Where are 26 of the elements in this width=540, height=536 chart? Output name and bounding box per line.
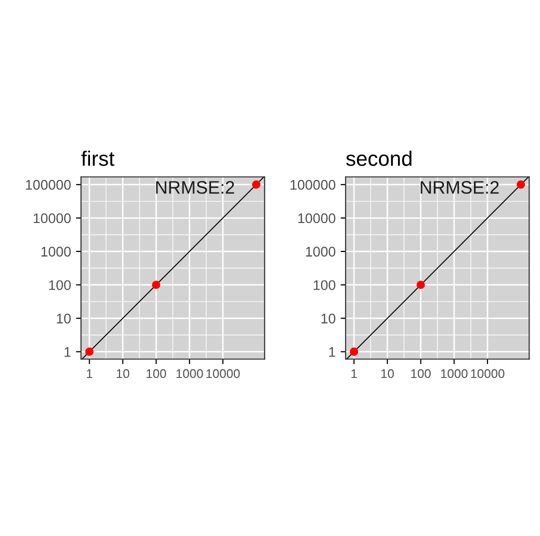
y-tick-label: 10000	[298, 213, 336, 224]
x-tick-label: 1000	[176, 369, 203, 378]
y-tick-label: 100000	[290, 180, 336, 190]
y-tick-label: 10	[321, 314, 336, 324]
y-tick-label: 10000	[34, 213, 71, 224]
x-tick-label: 1000	[441, 369, 468, 378]
x-tick-label: 10000	[471, 369, 504, 378]
x-tick-label: 1	[351, 369, 357, 378]
y-tick-label: 100	[314, 280, 336, 290]
y-tick-label: 1000	[306, 246, 336, 257]
y-tick-label: 1	[64, 347, 71, 357]
annotation: NRMSE:2	[156, 181, 234, 194]
x-tick-label: 10000	[206, 369, 240, 378]
annotation: NRMSE:2	[420, 181, 499, 194]
x-tick-label: 100	[411, 369, 431, 378]
x-tick-label: 10	[381, 369, 394, 378]
x-tick-label: 1	[86, 369, 92, 378]
y-tick-label: 100	[49, 280, 71, 290]
y-tick-label: 1000	[41, 246, 71, 257]
x-tick-label: 100	[146, 369, 166, 378]
y-tick-label: 1	[329, 347, 336, 357]
chart-title: second	[346, 150, 412, 166]
y-tick-label: 100000	[26, 180, 71, 190]
chart-title: first	[81, 150, 114, 166]
y-tick-label: 10	[56, 314, 71, 324]
x-tick-label: 10	[116, 369, 130, 378]
